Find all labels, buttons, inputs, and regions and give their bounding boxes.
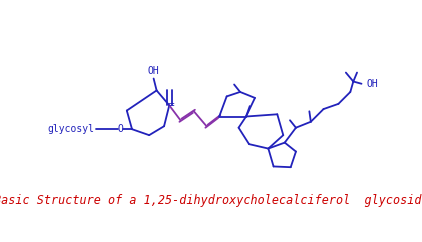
Text: Basic Structure of a 1,25-dihydroxycholecalciferol  glycoside: Basic Structure of a 1,25-dihydroxychole… [0,194,422,207]
Text: O: O [118,124,124,134]
Text: OH: OH [148,66,160,76]
Text: =: = [168,100,174,110]
Text: OH: OH [367,79,379,89]
Text: glycosyl: glycosyl [47,124,94,134]
